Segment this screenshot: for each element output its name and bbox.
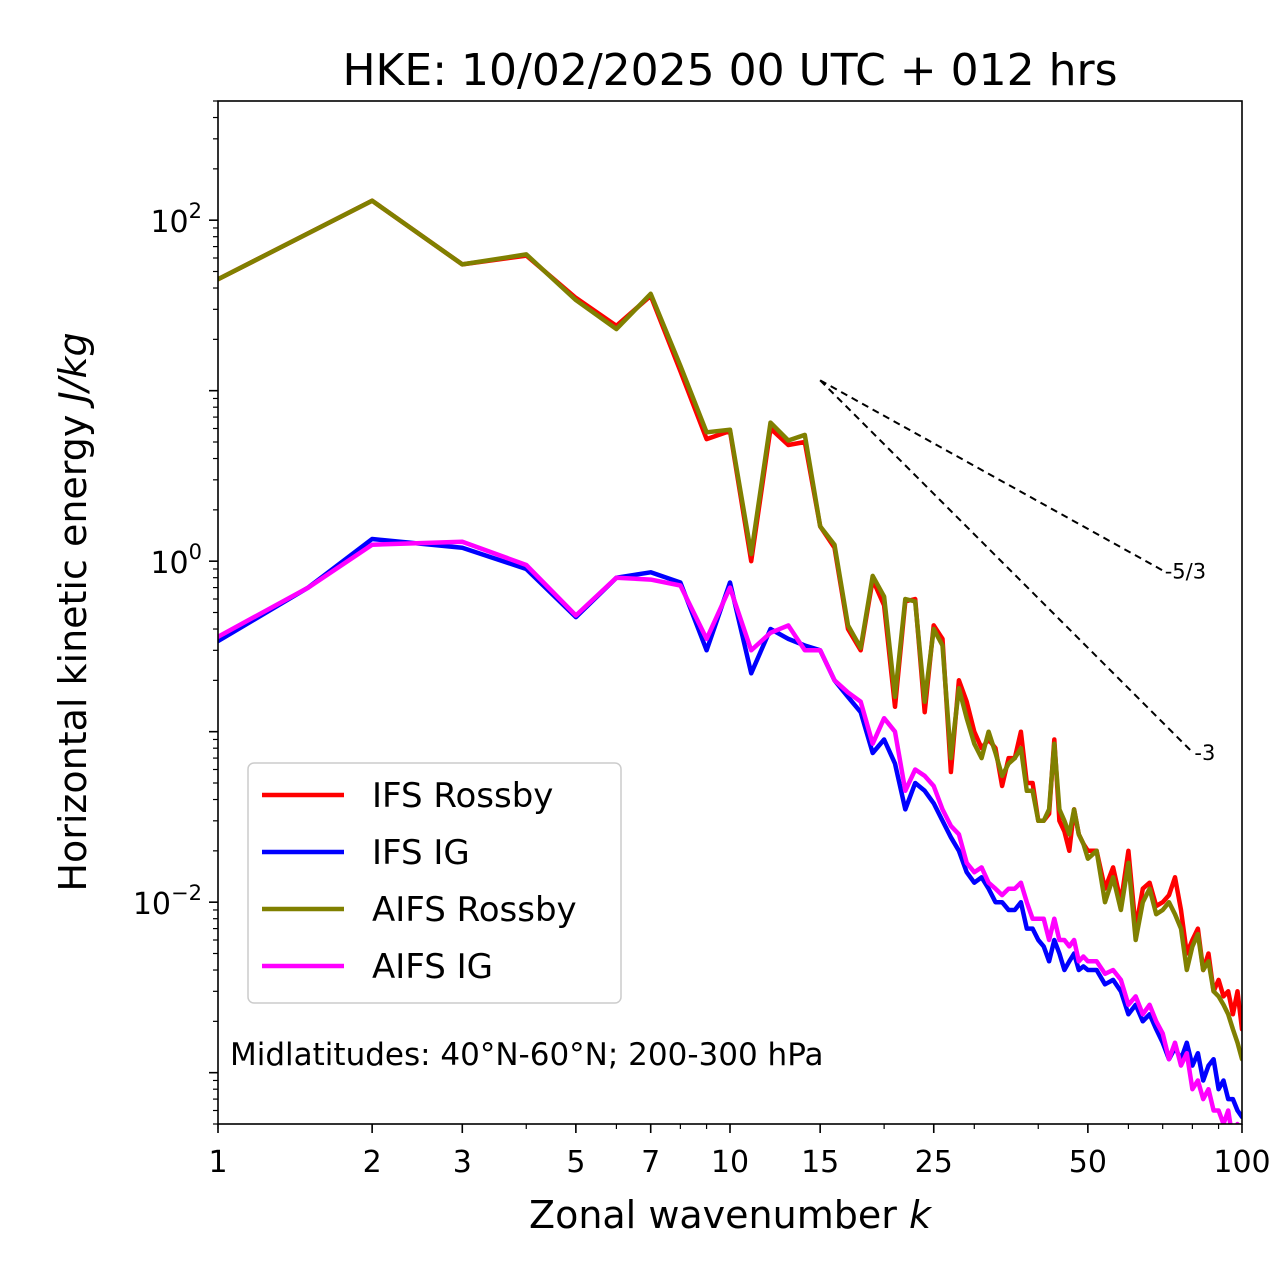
y-tick-label: 100 [150,540,202,581]
y-tick-label: 102 [150,199,202,240]
y-axis: 102 100 10−2 [133,100,218,1125]
legend: IFS Rossby IFS IG AIFS Rossby AIFS IG [247,762,622,1004]
reference-line-label-1: -3 [1194,741,1215,765]
x-tick-label: 50 [1069,1145,1107,1180]
x-tick-label: 7 [641,1145,660,1180]
y-axis-title: Horizontal kinetic energy J/kg [51,332,95,891]
legend-label-2: AIFS Rossby [372,890,577,930]
x-tick-label: 1 [208,1145,227,1180]
x-axis-title: Zonal wavenumber k [529,1193,933,1237]
reference-line-label-0: -5/3 [1165,559,1206,583]
x-axis-title-variable: k [909,1193,933,1237]
x-axis-title-text: Zonal wavenumber [529,1193,897,1237]
y-axis-title-unit: J/kg [51,332,95,409]
x-tick-label: 10 [711,1145,749,1180]
legend-label-0: IFS Rossby [372,776,553,816]
region-annotation: Midlatitudes: 40°N-60°N; 200-300 hPa [230,1037,824,1073]
series-line-3 [218,539,1240,1124]
x-axis: 1 2 3 5 7 10 15 25 50 100 [208,1124,1271,1180]
legend-label-3: AIFS IG [372,947,493,987]
legend-box [247,762,622,1004]
reference-line-1 [819,379,1194,753]
y-tick-label: 10−2 [133,881,202,922]
x-tick-label: 25 [915,1145,953,1180]
reference-lines: -5/3 -3 [819,379,1215,765]
legend-label-1: IFS IG [372,833,470,873]
chart-title: HKE: 10/02/2025 00 UTC + 012 hrs [342,45,1117,96]
x-tick-label: 15 [801,1145,839,1180]
x-tick-label: 100 [1213,1145,1270,1180]
reference-line-0 [819,379,1164,572]
series-line-2 [218,198,1242,1062]
x-tick-label: 5 [566,1145,585,1180]
y-axis-title-text: Horizontal kinetic energy [51,415,95,892]
x-tick-label: 2 [363,1145,382,1180]
series-layer [218,198,1242,1124]
x-tick-label: 3 [453,1145,472,1180]
